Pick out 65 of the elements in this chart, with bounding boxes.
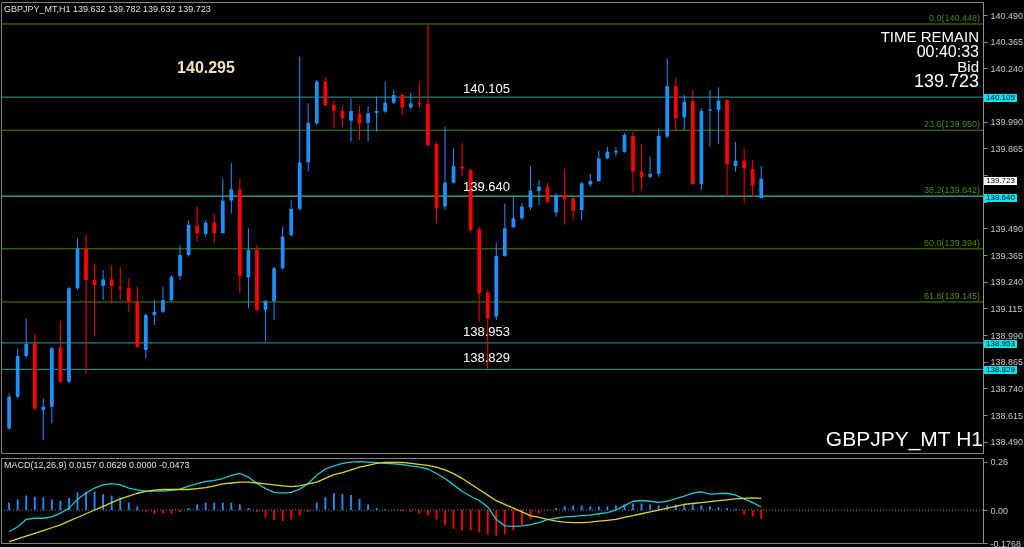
candlestick (400, 92, 405, 116)
ref-line-label: 38.2(139.642) (923, 184, 980, 195)
candlestick (759, 165, 764, 199)
chart-title: GBPJPY_MT,H1 139.632 139.782 139.632 139.723 (4, 4, 211, 14)
y-tick-label: 139.490 (990, 223, 1024, 234)
candlestick (366, 105, 370, 143)
y-tick-label: 138.490 (990, 437, 1024, 448)
y-tick-label: 138.740 (990, 383, 1024, 394)
candlestick (562, 168, 567, 226)
ref-line-label: 0.0(140.448) (928, 12, 980, 23)
candlestick (126, 277, 131, 313)
candlestick (614, 146, 618, 158)
candlestick (161, 286, 165, 314)
candlestick (349, 97, 353, 143)
y-tick-label: -0.1768 (990, 538, 1022, 547)
text: 139.723 (986, 176, 1016, 185)
y-tick-label: 139.115 (990, 303, 1023, 314)
candlestick (708, 89, 712, 148)
candlestick (332, 99, 336, 129)
y-tick-label: 138.615 (990, 410, 1024, 421)
text: 138.829 (986, 365, 1016, 374)
candlestick (554, 192, 558, 218)
y-tick-label: 0.00 (990, 505, 1009, 516)
y-tick-label: 139.990 (990, 117, 1024, 128)
y-tick-label: 138.990 (990, 330, 1024, 341)
candlestick (374, 96, 379, 133)
candlestick (109, 264, 114, 304)
ref-line-label: 50.0(139.394) (923, 237, 980, 248)
candlestick (323, 76, 328, 108)
y-tick-label: 139.240 (990, 277, 1024, 288)
candlestick (383, 81, 388, 114)
candlestick (682, 94, 687, 131)
candlestick (195, 206, 199, 243)
annotation: 140.295 (177, 59, 236, 76)
candlestick (212, 212, 217, 244)
annotation: GBPJPY_MT H1 (825, 427, 983, 451)
y-tick-label: 140.365 (990, 37, 1024, 48)
annotation: 00:40:33 (916, 43, 980, 60)
candlestick (443, 126, 447, 211)
ref-line-label: 61.8(139.145) (923, 290, 980, 301)
chart-title: MACD(12,26,9) 0.0157 0.0629 0.0000 -0.0473 (4, 460, 190, 470)
text: 139.640 (986, 193, 1016, 202)
annotation: TIME REMAIN (880, 28, 979, 45)
annotation: 140.105 (463, 81, 510, 96)
candlestick (750, 159, 755, 198)
candlestick (229, 162, 234, 214)
candlestick (596, 150, 601, 183)
candlestick (648, 156, 652, 179)
candlestick (571, 196, 576, 221)
ref-line-label: 23.6(139.950) (923, 119, 980, 130)
y-tick-label: 138.865 (990, 357, 1024, 368)
y-tick-label: 139.365 (990, 250, 1024, 261)
candlestick (118, 266, 123, 301)
y-tick-label: 140.240 (990, 63, 1024, 74)
candlestick (24, 317, 29, 359)
candlestick (101, 269, 105, 301)
candlestick (742, 147, 746, 204)
candlestick (537, 179, 541, 206)
y-tick-label: 140.490 (990, 10, 1024, 21)
text: 140.105 (986, 93, 1016, 102)
text: 138.953 (986, 339, 1016, 348)
candlestick (178, 244, 182, 281)
candlestick (41, 397, 46, 441)
y-tick-label: 0.26 (990, 457, 1009, 468)
y-tick-label: 139.865 (990, 143, 1024, 154)
